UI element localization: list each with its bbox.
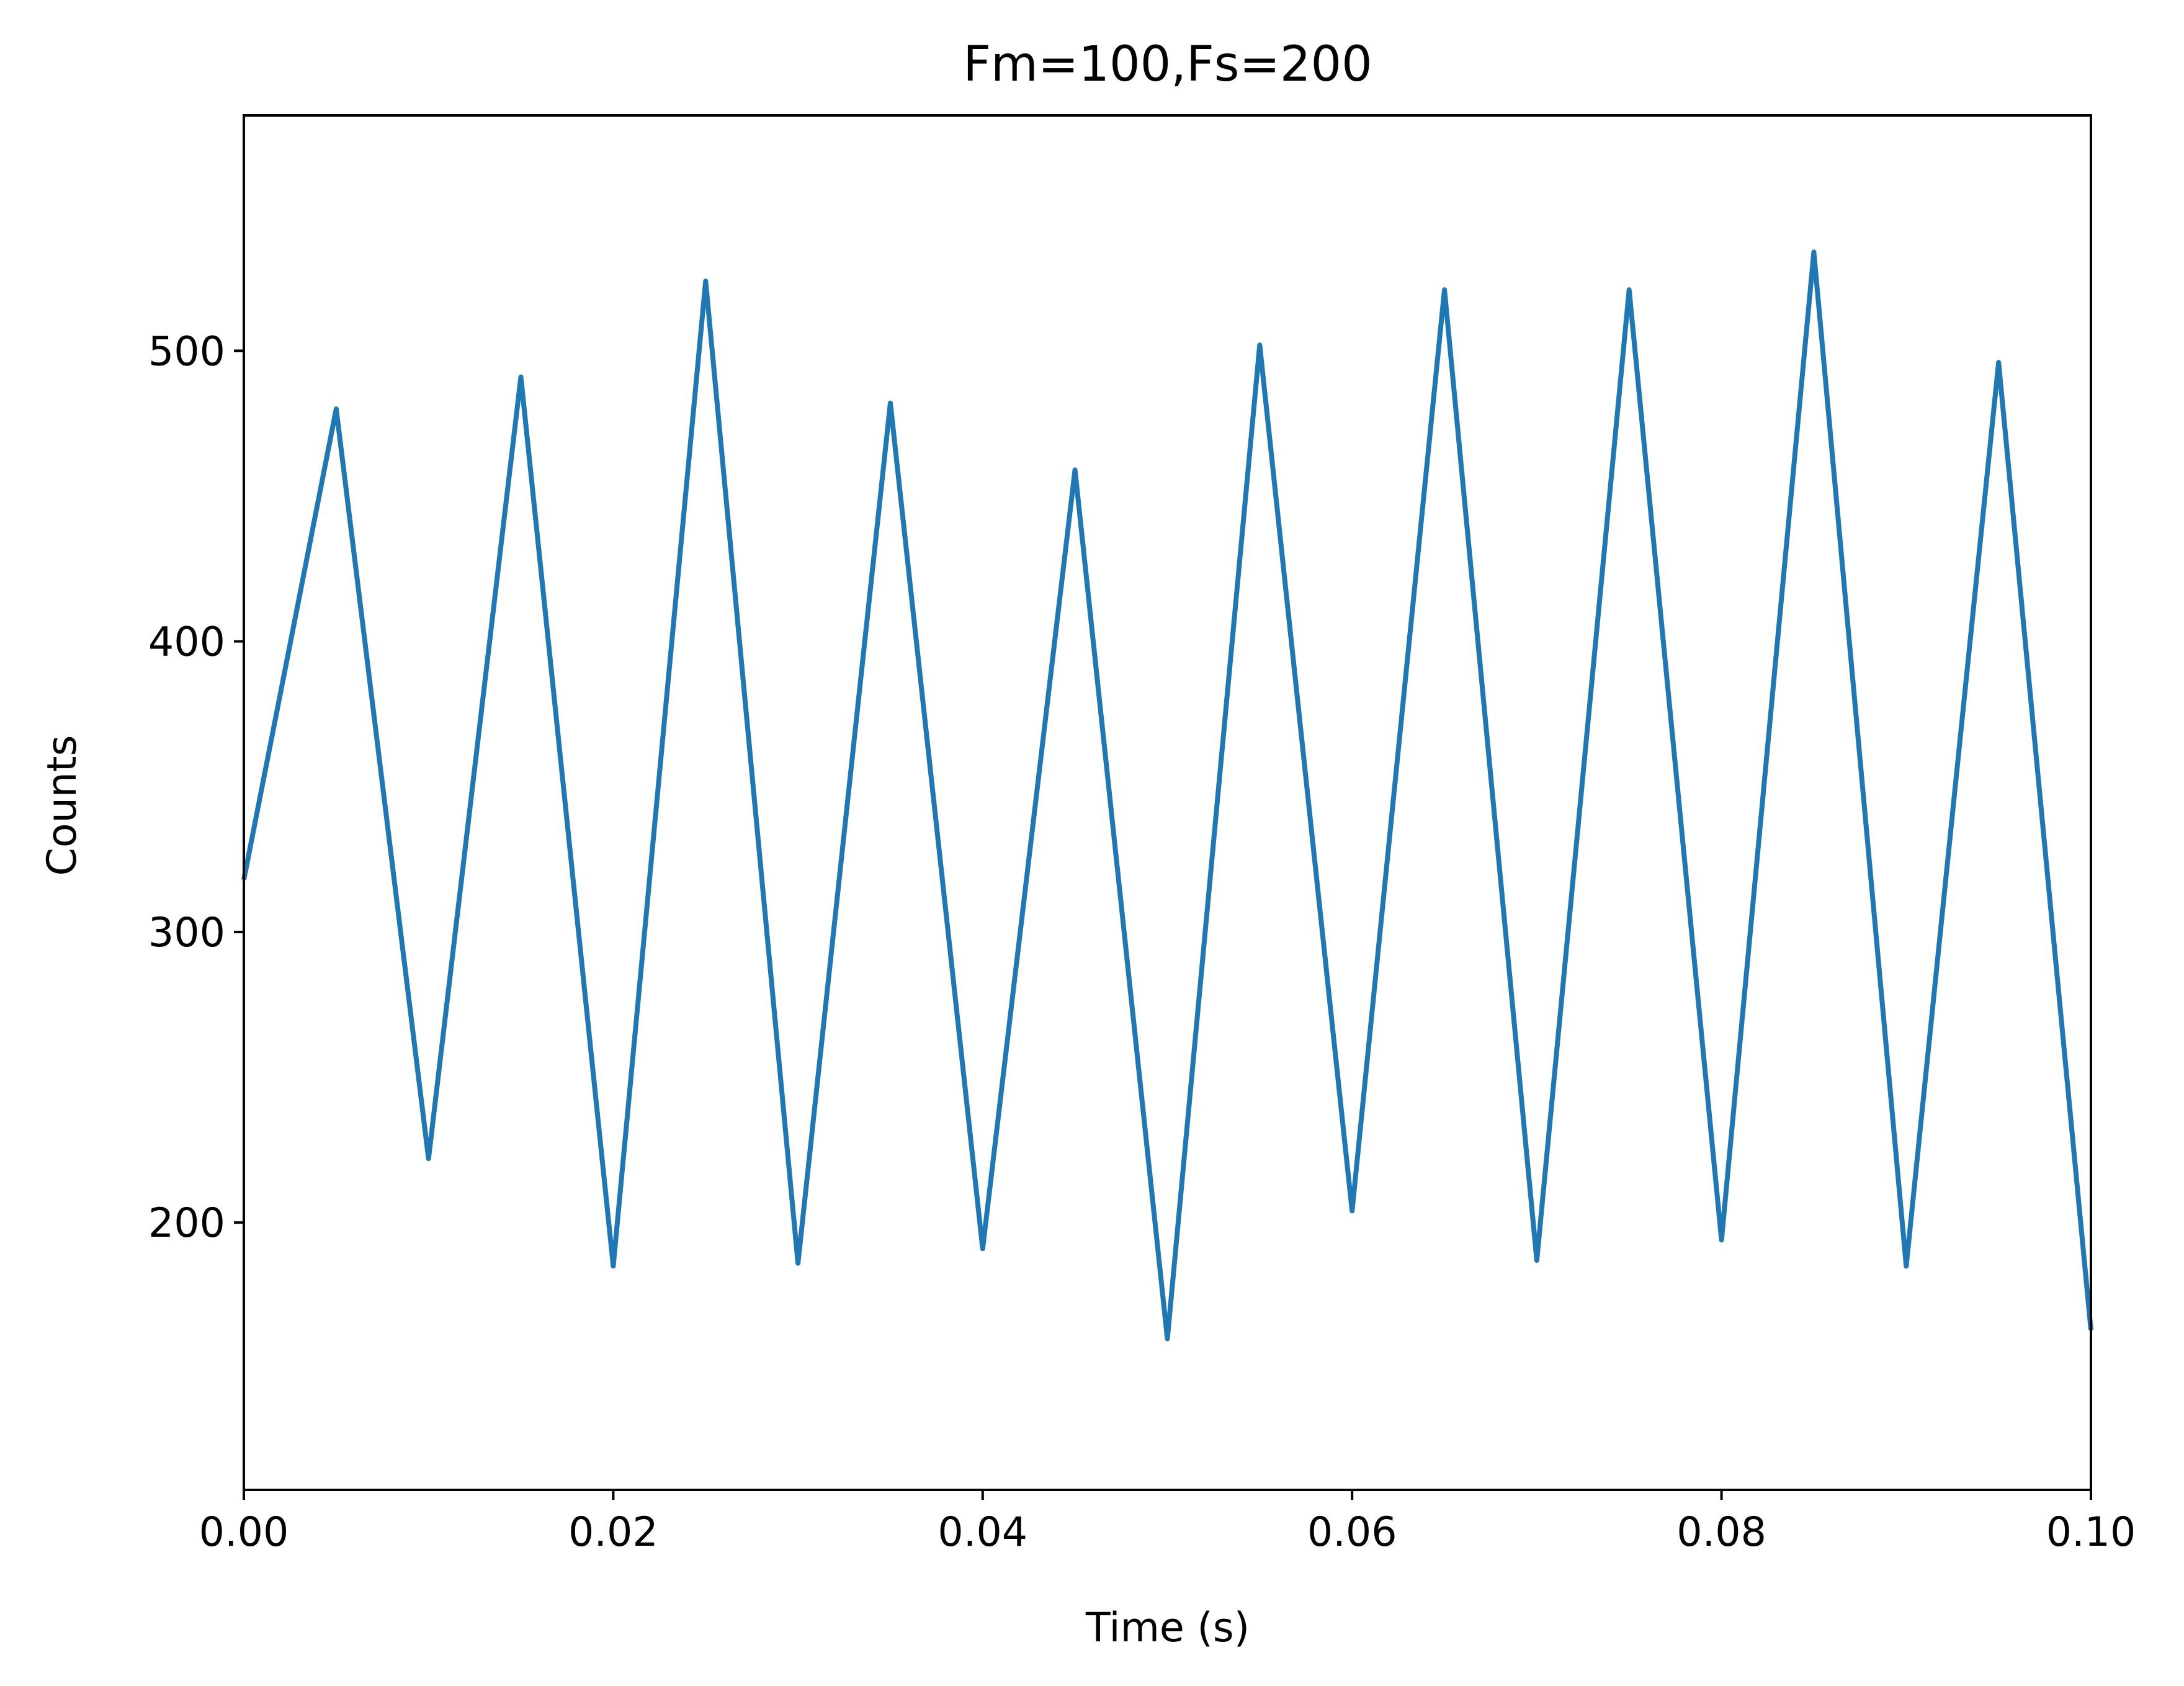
x-axis-label: Time (s)	[1085, 1605, 1250, 1651]
series-line	[241, 249, 2093, 1342]
chart-title: Fm=100,Fs=200	[963, 37, 1372, 92]
x-axis: 0.00 0.02 0.04 0.06 0.08 0.10	[199, 1490, 2136, 1556]
x-tick-label: 0.06	[1307, 1509, 1397, 1556]
y-tick-label: 300	[148, 910, 225, 956]
x-tick-label: 0.04	[938, 1509, 1027, 1556]
plot-frame	[243, 114, 2092, 1491]
y-tick-label: 500	[148, 328, 225, 375]
y-axis: 200 300 400 500	[148, 328, 244, 1247]
x-tick-label: 0.08	[1676, 1509, 1766, 1556]
x-tick-label: 0.00	[199, 1509, 289, 1556]
y-tick-label: 400	[148, 619, 225, 666]
y-tick-label: 200	[148, 1200, 225, 1247]
x-tick-label: 0.10	[2046, 1509, 2136, 1556]
plot-area	[241, 249, 2093, 1342]
y-axis-label: Counts	[39, 735, 86, 876]
x-tick-label: 0.02	[568, 1509, 658, 1556]
